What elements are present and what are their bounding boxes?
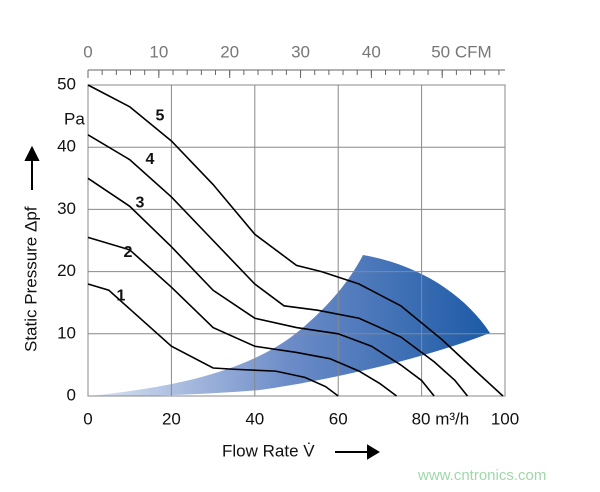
curve [87,84,504,397]
y-tick-label: 50 [57,74,76,93]
x-arrow [335,444,380,460]
y-tick-label: 10 [57,323,76,342]
y-tick-label: 30 [57,199,76,218]
operating-region [88,255,490,397]
x-tick-label: 100 [491,409,519,428]
curve [87,283,339,397]
y-unit: Pa [64,109,85,128]
y-axis-title: Static Pressure Δpf [21,206,40,352]
x-axis-title: Flow Rate V̇ [222,441,315,460]
x-tick-label: 0 [83,409,92,428]
x-tick-label: 40 [245,409,264,428]
watermark: www.cntronics.com [417,467,546,484]
curve [87,177,435,397]
x2-tick-label: 30 [291,42,310,61]
x2-tick-label: 50 CFM [431,42,491,61]
x2-tick-label: 10 [149,42,168,61]
x2-tick-label: 40 [362,42,381,61]
y-tick-label: 40 [57,137,76,156]
y-arrow [24,145,40,190]
x2-tick-label: 20 [220,42,239,61]
curve-label: 2 [124,244,133,261]
curve-label: 1 [117,288,126,305]
x-tick-label: 80 m³/h [412,409,470,428]
curve [87,134,469,397]
x-tick-label: 20 [162,409,181,428]
y-tick-label: 0 [67,385,76,404]
curve-label: 3 [136,194,145,211]
y-tick-label: 20 [57,261,76,280]
curve-label: 5 [156,107,165,124]
x-tick-label: 60 [329,409,348,428]
curve [87,236,398,397]
curve-label: 4 [146,151,155,168]
x2-tick-label: 0 [83,42,92,61]
